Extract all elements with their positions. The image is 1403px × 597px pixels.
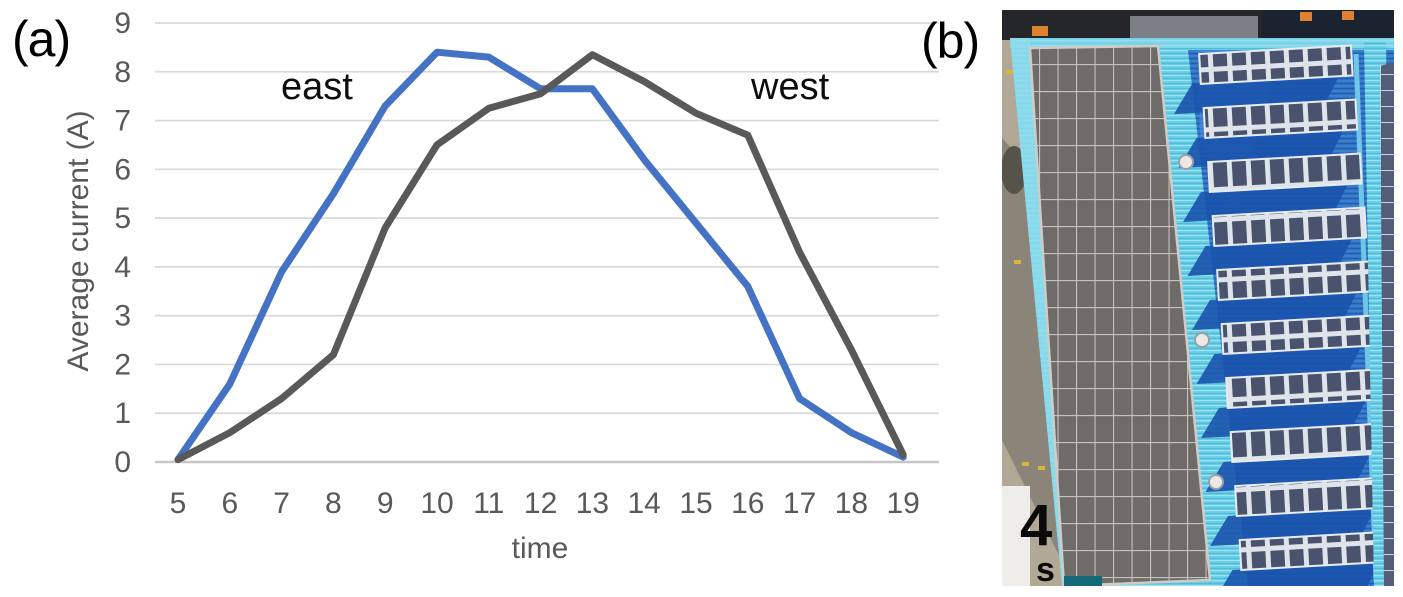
tree-shadow <box>1002 146 1027 194</box>
x-tick-label-7: 7 <box>273 487 290 520</box>
panel-a-label: (a) <box>12 11 71 67</box>
x-tick-label-10: 10 <box>420 487 453 520</box>
x-tick-label-13: 13 <box>576 487 609 520</box>
panel-row-shadow <box>1222 560 1381 586</box>
panel-row <box>1202 98 1359 140</box>
panel-b-label: (b) <box>921 13 980 69</box>
panel-row <box>1207 152 1363 194</box>
y-tick-label-5: 5 <box>114 202 131 235</box>
x-tick-label-18: 18 <box>835 487 868 520</box>
rooftop-solar-photo: 4 s <box>1002 10 1394 586</box>
gridlines <box>155 22 939 464</box>
rooftop-photo-graphic <box>1002 10 1394 586</box>
panel-row <box>1211 206 1368 248</box>
y-tick-label-8: 8 <box>114 56 131 89</box>
photo-annotation-sub: s <box>1036 551 1055 586</box>
x-tick-label-16: 16 <box>731 487 764 520</box>
y-tick-label-7: 7 <box>114 105 131 138</box>
y-tick-label-0: 0 <box>114 446 131 479</box>
y-tick-label-3: 3 <box>114 300 131 333</box>
x-tick-label-6: 6 <box>221 487 238 520</box>
series-label-west: west <box>751 66 830 108</box>
x-tick-label-17: 17 <box>783 487 816 520</box>
x-tick-label-12: 12 <box>524 487 557 520</box>
x-tick-label-11: 11 <box>473 487 504 520</box>
y-tick-label-4: 4 <box>114 251 131 284</box>
y-tick-label-9: 9 <box>114 7 131 40</box>
white-ground-patch <box>1002 486 1030 586</box>
y-tick-label-1: 1 <box>114 397 131 430</box>
y-tick-label-6: 6 <box>114 153 131 186</box>
line-chart-figure: 0 1 2 3 4 5 6 7 8 9 5 6 7 8 9 10 11 12 13 14 15 16 17 18 19 Aver… <box>62 7 939 565</box>
walkway-knobs <box>1178 154 1224 490</box>
x-tick-label-9: 9 <box>377 487 394 520</box>
x-tick-label-19: 19 <box>887 487 920 520</box>
adjacent-roof-strip <box>1002 10 1394 40</box>
series-label-east: east <box>281 66 353 108</box>
y-tick-label-2: 2 <box>114 348 131 381</box>
panel-row <box>1198 44 1354 86</box>
right-edge-roof <box>1364 42 1394 586</box>
y-axis-title: Average current (A) <box>62 110 95 372</box>
left-solar-array <box>1028 44 1212 586</box>
x-tick-label-15: 15 <box>679 487 712 520</box>
x-axis-title: time <box>511 532 569 565</box>
series-line-east <box>174 48 907 464</box>
x-tick-label-8: 8 <box>325 487 342 520</box>
series-line-west <box>174 51 907 464</box>
roof-edge-object <box>1064 576 1102 586</box>
x-tick-label-14: 14 <box>628 487 661 520</box>
panel-rows <box>1198 44 1394 572</box>
x-tick-label-5: 5 <box>170 487 187 520</box>
photo-annotation-number: 4 <box>1020 493 1053 558</box>
